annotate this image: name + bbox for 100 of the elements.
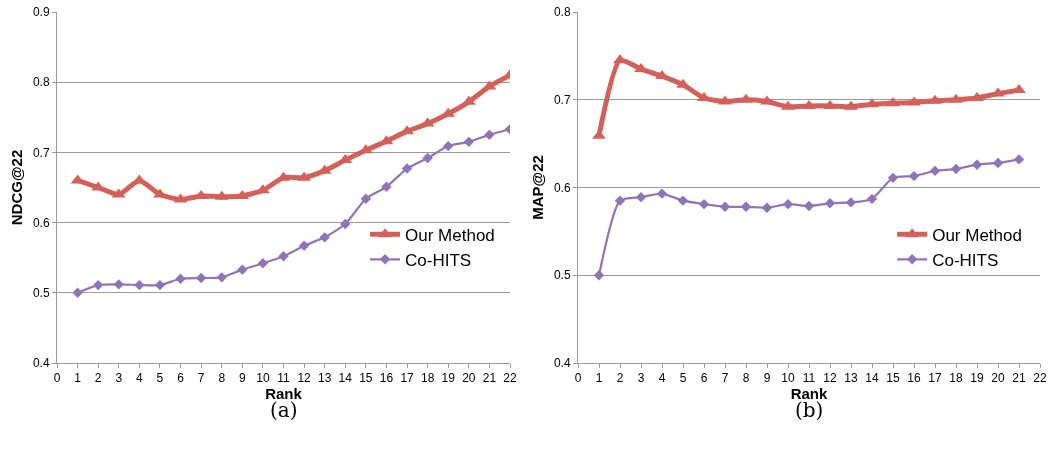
x-tick-label: 11 — [802, 371, 816, 386]
x-tick-label: 1 — [595, 371, 603, 386]
y-axis-title: MAP@22 — [529, 155, 547, 220]
point — [718, 95, 732, 105]
text: (b) — [795, 398, 824, 422]
x-tick-label: 13 — [318, 371, 332, 386]
x-tick-label: 14 — [338, 371, 353, 386]
point — [739, 93, 753, 103]
y-tick-label: 0.6 — [32, 215, 50, 230]
point — [237, 264, 248, 275]
x-tick-label: 22 — [1033, 371, 1047, 386]
point — [154, 279, 166, 291]
point — [908, 170, 920, 182]
point — [950, 163, 962, 175]
x-tick-label: 17 — [928, 371, 942, 386]
point — [319, 232, 330, 243]
point — [781, 100, 795, 110]
point — [278, 251, 289, 262]
x-tick-label: 21 — [1012, 371, 1026, 386]
point — [719, 201, 731, 213]
point — [381, 181, 392, 192]
x-tick-label: 8 — [218, 371, 226, 386]
point — [845, 197, 857, 208]
point — [655, 70, 669, 80]
y-tick-label: 0.8 — [553, 5, 571, 20]
x-tick-label: 7 — [721, 371, 729, 386]
x-tick-label: 7 — [197, 371, 205, 386]
y-tick-label: 0.5 — [553, 268, 571, 283]
point — [257, 258, 269, 269]
point — [134, 279, 145, 291]
x-tick-label: 1 — [74, 371, 82, 386]
point — [175, 273, 186, 284]
x-tick-label: 0 — [53, 371, 61, 386]
y-tick-label: 0.4 — [553, 356, 571, 371]
point — [740, 201, 752, 213]
y-tick-label: 0.7 — [553, 92, 571, 107]
point — [866, 193, 878, 205]
x-tick-label: 10 — [256, 371, 270, 386]
x-tick-label: 5 — [679, 371, 687, 386]
y-tick-label: 0.7 — [32, 145, 50, 160]
point — [824, 198, 836, 209]
point — [761, 202, 773, 213]
point — [887, 172, 899, 184]
point — [928, 94, 942, 104]
y-tick-label: 0.8 — [32, 75, 50, 90]
x-tick-label: 20 — [991, 371, 1005, 386]
point — [422, 152, 433, 164]
point — [360, 193, 372, 204]
point — [400, 125, 414, 135]
point — [463, 136, 475, 148]
x-tick-label: 9 — [763, 371, 771, 386]
x-tick-label: 18 — [949, 371, 963, 386]
point — [823, 99, 837, 109]
point — [865, 98, 879, 108]
point — [929, 165, 941, 177]
point — [298, 240, 310, 251]
point — [698, 198, 710, 210]
text: (a) — [270, 398, 298, 422]
x-tick-label: 4 — [136, 371, 144, 386]
x-tick-label: 21 — [482, 371, 497, 386]
x-tick-label: 6 — [700, 371, 708, 386]
y-axis-title: NDCG@22 — [8, 149, 26, 226]
x-tick-label: 16 — [379, 371, 394, 386]
x-tick-label: 4 — [658, 371, 666, 386]
point — [802, 99, 816, 109]
point — [443, 140, 454, 152]
x-tick-label: 15 — [359, 371, 373, 386]
point — [614, 195, 626, 206]
point — [844, 100, 858, 110]
x-tick-label: 5 — [156, 371, 164, 386]
legend-label: Our Method — [932, 225, 1022, 245]
point — [484, 129, 495, 141]
point — [72, 287, 83, 298]
point — [635, 191, 647, 203]
legend-label: Co-HITS — [932, 250, 999, 270]
x-tick-label: 8 — [742, 371, 750, 386]
x-tick-label: 14 — [865, 371, 879, 386]
point — [676, 78, 690, 88]
y-tick-label: 0.4 — [32, 356, 50, 371]
y-tick-label: 0.9 — [32, 5, 50, 20]
x-tick-label: 16 — [907, 371, 921, 386]
point — [340, 218, 351, 230]
x-tick-label: 12 — [823, 371, 837, 386]
x-tick-label: 6 — [177, 371, 185, 386]
point — [886, 97, 900, 107]
point — [401, 163, 413, 174]
x-tick-label: 2 — [616, 371, 624, 386]
point — [656, 188, 668, 199]
point — [949, 93, 963, 103]
point — [92, 279, 104, 291]
point — [677, 195, 689, 206]
point — [593, 270, 605, 281]
point — [992, 157, 1004, 169]
x-tick-label: 3 — [115, 371, 123, 386]
legend-label: Our Method — [405, 225, 495, 245]
point — [971, 159, 983, 170]
x-tick-label: 20 — [462, 371, 476, 386]
x-tick-label: 11 — [277, 371, 291, 386]
x-tick-label: 19 — [441, 371, 456, 386]
x-tick-label: 3 — [637, 371, 645, 386]
